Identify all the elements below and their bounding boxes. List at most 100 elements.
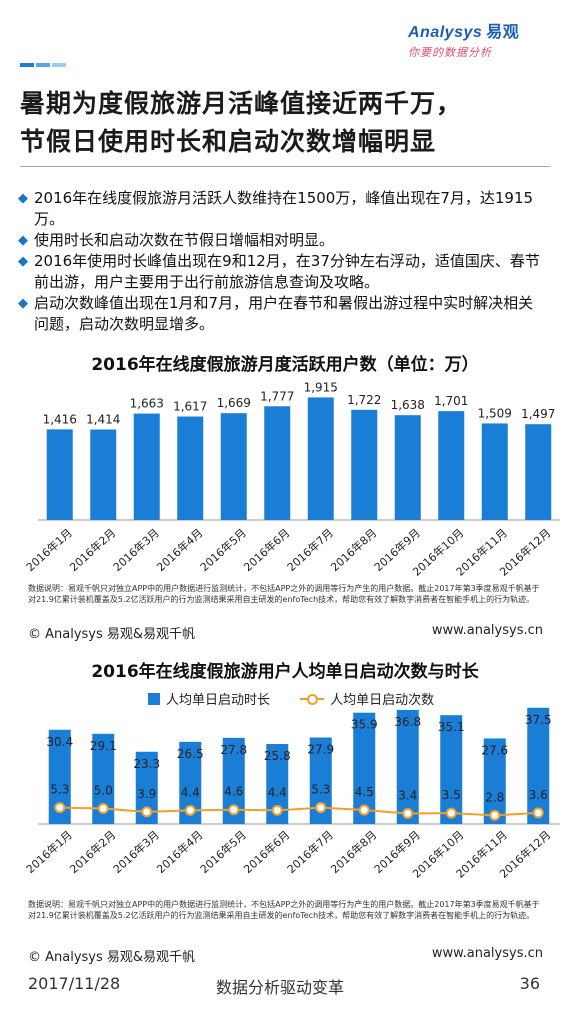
brand-name: Analysys 易观 xyxy=(408,24,520,41)
bar-value-label: 27.9 xyxy=(307,743,334,757)
line-point xyxy=(228,804,240,816)
brand-slogan: 你要的数据分析 xyxy=(408,46,492,59)
bar-value-label: 25.8 xyxy=(264,749,291,763)
bar xyxy=(307,397,334,520)
bar xyxy=(440,715,463,824)
bar-value-label: 37.5 xyxy=(525,713,552,727)
tick-label: 2016年3月 xyxy=(110,828,162,877)
data-label: 1,915 xyxy=(304,380,338,394)
bullet-item: 2016年使用时长峰值出现在9和12月，在37分钟左右浮动，适值国庆、春节前出游… xyxy=(18,251,548,293)
bar-value-label: 26.5 xyxy=(177,747,204,761)
tick-label: 2016年8月 xyxy=(328,526,380,575)
line-value-label: 4.4 xyxy=(181,785,200,799)
bar xyxy=(438,411,465,520)
tick-label: 2016年3月 xyxy=(110,526,162,575)
footer-tagline: 数据分析驱动变革 xyxy=(216,978,345,997)
title-line-2: 节假日使用时长和启动次数增幅明显 xyxy=(20,127,437,156)
data-label: 1,669 xyxy=(217,396,251,410)
page-number: 36 xyxy=(519,974,540,993)
line-point xyxy=(315,802,327,814)
line-value-label: 5.3 xyxy=(311,783,330,797)
data-label: 1,416 xyxy=(43,412,77,426)
tick-label: 2016年7月 xyxy=(284,828,336,877)
bar xyxy=(394,415,421,520)
bar xyxy=(396,709,419,824)
title-decoration xyxy=(20,63,80,67)
tick-label: 2016年4月 xyxy=(154,526,206,575)
bar-value-label: 30.4 xyxy=(46,735,73,749)
line-value-label: 5.3 xyxy=(50,783,69,797)
bar xyxy=(481,423,508,520)
tick-label: 2016年6月 xyxy=(241,526,293,575)
bar xyxy=(220,413,247,520)
line-point xyxy=(271,804,283,816)
bar xyxy=(264,406,291,520)
line-value-label: 2.8 xyxy=(485,790,504,804)
chart1-note: 数据说明：易观千帆只对独立APP中的用户数据进行监测统计，不包括APP之外的调用… xyxy=(28,584,540,604)
source-credit: © Analysys 易观&易观千帆 xyxy=(28,627,196,642)
chart1-title: 2016年在线度假旅游月度活跃用户数（单位：万） xyxy=(91,355,479,375)
chart1-source: © Analysys 易观&易观千帆 www.analysys.cn xyxy=(28,623,543,642)
bar xyxy=(179,741,202,824)
title-divider xyxy=(20,166,550,167)
data-label: 1,617 xyxy=(173,400,207,414)
data-label: 1,497 xyxy=(521,407,555,421)
bar xyxy=(48,729,71,824)
line-point xyxy=(532,807,544,819)
legend-bar-swatch xyxy=(148,693,160,705)
bar-value-label: 35.9 xyxy=(351,718,378,732)
bar xyxy=(46,429,73,520)
summary-bullets: 2016年在线度假旅游月活跃人数维持在1500万，峰值出现在7月，达1915万。… xyxy=(18,188,548,335)
line-point xyxy=(184,804,196,816)
line-point xyxy=(489,809,501,821)
bar-value-label: 27.8 xyxy=(220,743,247,757)
line-value-label: 4.4 xyxy=(268,785,287,799)
title-line-1: 暑期为度假旅游月活峰值接近两千万， xyxy=(20,89,463,118)
bar xyxy=(525,424,552,520)
bar xyxy=(133,413,160,520)
tick-label: 2016年7月 xyxy=(284,526,336,575)
chart2-note: 数据说明：易观千帆只对独立APP中的用户数据进行监测统计，不包括APP之外的调用… xyxy=(28,900,540,920)
line-point xyxy=(445,807,457,819)
bar-value-label: 36.8 xyxy=(394,715,421,729)
tick-label: 2016年1月 xyxy=(23,828,75,877)
legend-line: 人均单日启动次数 xyxy=(300,689,434,708)
bar xyxy=(351,409,378,520)
legend-bar: 人均单日启动时长 xyxy=(148,689,270,708)
line-value-label: 3.6 xyxy=(529,788,548,802)
source-url: www.analysys.cn xyxy=(431,623,543,638)
data-label: 1,777 xyxy=(260,389,294,403)
source-url: www.analysys.cn xyxy=(431,946,543,961)
tick-label: 2016年1月 xyxy=(23,526,75,575)
bar-value-label: 35.1 xyxy=(438,720,465,734)
bullet-item: 启动次数峰值出现在1月和7月，用户在春节和暑假出游过程中实时解决相关问题，启动次… xyxy=(18,293,548,335)
bar xyxy=(353,712,376,824)
page-title: 暑期为度假旅游月活峰值接近两千万， 节假日使用时长和启动次数增幅明显 xyxy=(20,85,550,161)
line-value-label: 5.0 xyxy=(94,784,113,798)
bar-value-label: 23.3 xyxy=(133,757,160,771)
tick-label: 2016年5月 xyxy=(197,828,249,877)
line-point xyxy=(402,807,414,819)
tick-label: 2016年2月 xyxy=(67,828,119,877)
data-label: 1,414 xyxy=(86,413,120,427)
bar-value-label: 29.1 xyxy=(90,739,117,753)
legend-line-marker xyxy=(300,693,325,705)
source-credit: © Analysys 易观&易观千帆 xyxy=(28,950,196,965)
line-value-label: 3.4 xyxy=(398,788,417,802)
tick-label: 2016年5月 xyxy=(197,526,249,575)
line-point xyxy=(358,804,370,816)
data-label: 1,663 xyxy=(130,397,164,411)
bar-value-label: 27.6 xyxy=(481,743,508,757)
bar xyxy=(135,751,158,824)
chart2-source: © Analysys 易观&易观千帆 www.analysys.cn xyxy=(28,946,543,965)
usage-combo-chart: 30.4 2016年1月 29.1 2016年2月 23.3 2016年3月 26.5 201… xyxy=(23,707,560,881)
chart2-legend: 人均单日启动时长 人均单日启动次数 xyxy=(148,689,460,708)
line-value-label: 4.6 xyxy=(224,785,243,799)
line-value-label: 4.5 xyxy=(355,785,374,799)
bar xyxy=(92,733,115,824)
bar xyxy=(266,744,289,824)
tick-label: 2016年8月 xyxy=(328,828,380,877)
line-point xyxy=(54,802,66,814)
chart2-title: 2016年在线度假旅游用户人均单日启动次数与时长 xyxy=(91,662,479,682)
bullet-item: 2016年在线度假旅游月活跃人数维持在1500万，峰值出现在7月，达1915万。 xyxy=(18,188,548,230)
